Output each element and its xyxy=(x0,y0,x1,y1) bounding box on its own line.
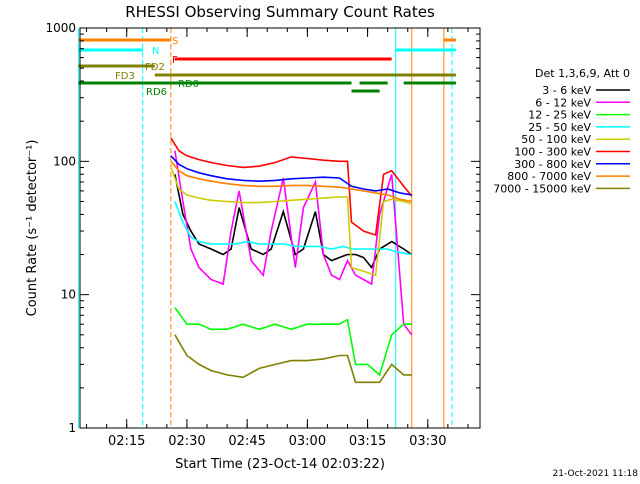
series-line-300-800-kev xyxy=(170,155,412,196)
series-line-7000-15000-kev xyxy=(174,334,412,384)
flag-label-fd3: FD3 xyxy=(115,71,135,82)
series-line-12-25-kev xyxy=(174,307,412,377)
x-tick-label: 02:30 xyxy=(168,434,205,449)
flag-label-n: N xyxy=(152,46,159,57)
legend-label: 800 - 7000 keV xyxy=(507,170,591,183)
flag-label-rd6: RD6 xyxy=(146,87,167,98)
flag-bars: S N F FD2 FD3 RD0 RD6 xyxy=(78,36,456,98)
flag-label-f: F xyxy=(172,55,178,66)
y-axis-label: Count Rate (s⁻¹ detector⁻¹) xyxy=(25,140,40,317)
series-line-6-12-kev xyxy=(174,150,413,336)
series-line-25-50-kev xyxy=(174,201,412,256)
footer-date: 21-Oct-2021 11:18 xyxy=(553,469,639,479)
legend-title: Det 1,3,6,9, Att 0 xyxy=(535,67,630,80)
series-line-800-7000-kev xyxy=(170,160,412,203)
y-tick-label: 10 xyxy=(61,288,76,302)
legend-label: 3 - 6 keV xyxy=(542,84,591,97)
time-markers xyxy=(78,28,453,428)
axes: 1 10 100 1000 02:15 02:30 02:45 03:00 03:15 03:30 xyxy=(45,21,481,449)
x-tick-label: 02:15 xyxy=(108,434,145,449)
y-tick-label: 1000 xyxy=(45,21,76,35)
series-line-100-300-kev xyxy=(170,137,413,237)
chart-title: RHESSI Observing Summary Count Rates xyxy=(125,3,435,21)
series-layer xyxy=(170,137,413,384)
x-axis-label: Start Time (23-Oct-14 02:03:22) xyxy=(175,457,385,472)
legend-label: 100 - 300 keV xyxy=(514,146,591,159)
series-line-3-6-kev xyxy=(174,174,413,270)
y-tick-label: 1 xyxy=(68,421,76,435)
x-tick-label: 03:15 xyxy=(349,434,386,449)
flag-label-s: S xyxy=(172,36,178,47)
legend-label: 7000 - 15000 keV xyxy=(493,182,591,195)
legend-label: 300 - 800 keV xyxy=(514,158,591,171)
series-line-50-100-kev xyxy=(170,167,412,277)
flag-label-rd0: RD0 xyxy=(178,79,199,90)
flag-label-fd2: FD2 xyxy=(145,62,165,73)
x-tick-label: 03:30 xyxy=(409,434,446,449)
y-tick-label: 100 xyxy=(53,154,76,168)
legend-label: 50 - 100 keV xyxy=(521,133,591,146)
x-tick-label: 02:45 xyxy=(228,434,265,449)
legend-label: 6 - 12 keV xyxy=(535,96,591,109)
legend-label: 12 - 25 keV xyxy=(528,109,591,122)
x-tick-label: 03:00 xyxy=(289,434,326,449)
legend-label: 25 - 50 keV xyxy=(528,121,591,134)
plot-frame xyxy=(79,27,481,429)
